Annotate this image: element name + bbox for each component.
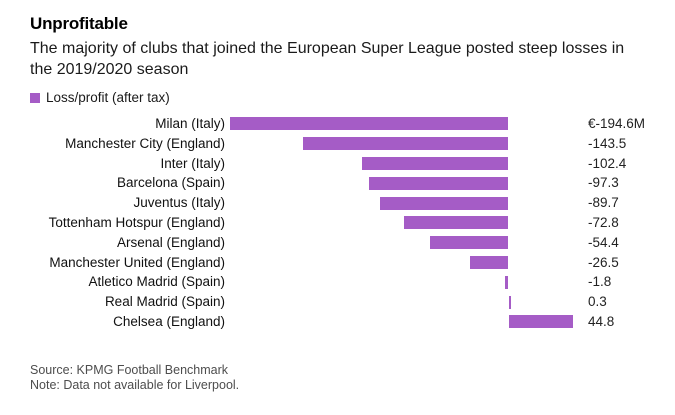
bar xyxy=(430,236,508,250)
note-text: Note: Data not available for Liverpool. xyxy=(30,378,240,393)
bar-area xyxy=(230,292,580,312)
chart-row: Chelsea (England) 44.8 xyxy=(30,312,675,332)
chart-row: Tottenham Hotspur (England) -72.8 xyxy=(30,213,675,233)
bar xyxy=(509,295,511,309)
category-label: Atletico Madrid (Spain) xyxy=(88,274,225,290)
value-label: 44.8 xyxy=(588,313,615,329)
chart-row: Manchester City (England) -143.5 xyxy=(30,134,675,154)
bar xyxy=(230,117,508,131)
bar-area xyxy=(230,134,580,154)
chart-content: Unprofitable The majority of clubs that … xyxy=(30,14,660,394)
bar xyxy=(361,156,508,170)
chart-row: Juventus (Italy) -89.7 xyxy=(30,193,675,213)
bar-area xyxy=(230,233,580,253)
category-label: Chelsea (England) xyxy=(113,313,225,329)
bar xyxy=(369,176,508,190)
bar xyxy=(404,216,508,230)
chart-row: Real Madrid (Spain) 0.3 xyxy=(30,292,675,312)
bar-area xyxy=(230,173,580,193)
bar-chart: Milan (Italy) €-194.6M Manchester City (En… xyxy=(30,114,675,332)
value-label: -1.8 xyxy=(588,274,612,290)
bar xyxy=(505,275,508,289)
chart-row: Atletico Madrid (Spain) -1.8 xyxy=(30,272,675,292)
chart-row: Barcelona (Spain) -97.3 xyxy=(30,173,675,193)
value-label: -72.8 xyxy=(588,214,619,230)
bar-area xyxy=(230,312,580,332)
bar-area xyxy=(230,193,580,213)
chart-footer: Source: KPMG Football Benchmark Note: Da… xyxy=(30,363,660,394)
bar xyxy=(509,315,573,329)
value-label: -97.3 xyxy=(588,175,619,191)
category-label: Inter (Italy) xyxy=(160,155,225,171)
category-label: Tottenham Hotspur (England) xyxy=(48,214,225,230)
chart-row: Milan (Italy) €-194.6M xyxy=(30,114,675,134)
category-label: Manchester United (England) xyxy=(49,254,225,270)
category-label: Milan (Italy) xyxy=(155,116,225,131)
value-label: -143.5 xyxy=(588,135,627,151)
chart-row: Manchester United (England) -26.5 xyxy=(30,253,675,273)
category-label: Arsenal (England) xyxy=(116,234,225,250)
value-label: -26.5 xyxy=(588,254,619,270)
legend-label: Loss/profit (after tax) xyxy=(46,90,170,105)
legend: Loss/profit (after tax) xyxy=(30,90,660,105)
bar xyxy=(303,137,508,151)
category-label: Real Madrid (Spain) xyxy=(104,294,225,310)
category-label: Juventus (Italy) xyxy=(133,195,225,211)
category-label: Manchester City (England) xyxy=(65,135,225,151)
bar-area xyxy=(230,154,580,174)
chart-subtitle: The majority of clubs that joined the Eu… xyxy=(30,40,625,78)
chart-title: Unprofitable xyxy=(30,14,128,33)
value-label: -89.7 xyxy=(588,195,619,211)
chart-row: Arsenal (England) -54.4 xyxy=(30,233,675,253)
bar-area xyxy=(230,272,580,292)
legend-swatch-icon xyxy=(30,92,40,103)
value-label: 0.3 xyxy=(588,294,607,310)
category-label: Barcelona (Spain) xyxy=(116,175,225,191)
bar-area xyxy=(230,253,580,273)
value-label: €-194.6M xyxy=(588,116,646,131)
bar xyxy=(470,255,508,269)
source-text: Source: KPMG Football Benchmark xyxy=(30,362,228,377)
bar-area xyxy=(230,114,580,134)
bar xyxy=(379,196,508,210)
value-label: -102.4 xyxy=(588,155,627,171)
chart-row: Inter (Italy) -102.4 xyxy=(30,154,675,174)
value-label: -54.4 xyxy=(588,234,619,250)
bar-area xyxy=(230,213,580,233)
